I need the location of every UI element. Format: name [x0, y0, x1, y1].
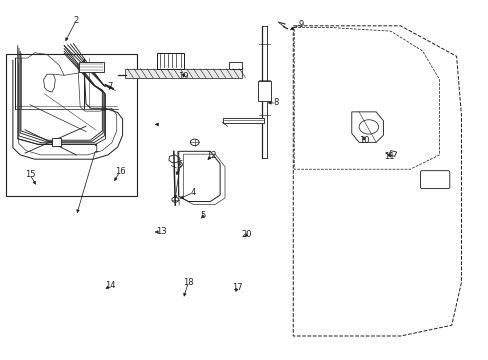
Bar	[222, 118, 264, 123]
Text: 17: 17	[231, 283, 242, 292]
Text: 16: 16	[115, 167, 125, 176]
Bar	[5, 54, 137, 196]
Text: 4: 4	[190, 188, 196, 197]
Bar	[157, 53, 183, 69]
Text: 15: 15	[25, 170, 35, 179]
Text: 18: 18	[183, 278, 193, 287]
Text: 5: 5	[200, 211, 205, 220]
Bar	[258, 81, 270, 101]
Text: 6: 6	[177, 160, 183, 169]
Text: 2: 2	[74, 16, 79, 25]
Text: 20: 20	[241, 230, 252, 239]
Text: 7: 7	[107, 82, 113, 91]
Text: 3: 3	[176, 161, 181, 170]
FancyBboxPatch shape	[228, 62, 241, 69]
Text: 13: 13	[156, 228, 166, 237]
Text: 14: 14	[105, 281, 116, 290]
Text: 12: 12	[205, 152, 216, 161]
Text: 9: 9	[298, 19, 304, 28]
Bar	[52, 138, 61, 145]
Text: 8: 8	[273, 98, 278, 107]
FancyBboxPatch shape	[420, 171, 449, 189]
Text: 19: 19	[178, 72, 188, 81]
Text: 1: 1	[93, 145, 98, 154]
FancyBboxPatch shape	[79, 62, 104, 72]
Bar	[125, 69, 242, 78]
Text: 11: 11	[383, 152, 394, 161]
Text: 10: 10	[358, 136, 368, 145]
